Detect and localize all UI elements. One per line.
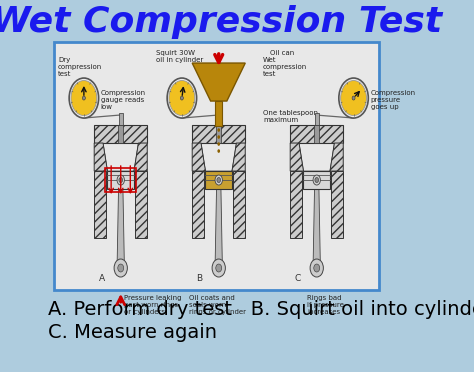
Text: Compression
gauge reads
low: Compression gauge reads low: [101, 90, 146, 110]
Text: A. Perform dry test   B. Squirt oil into cylinder: A. Perform dry test B. Squirt oil into c…: [48, 300, 474, 319]
Text: Dry
compression
test: Dry compression test: [58, 57, 102, 77]
Circle shape: [339, 78, 368, 118]
Polygon shape: [192, 63, 245, 101]
Circle shape: [218, 128, 220, 132]
Circle shape: [310, 259, 323, 277]
Bar: [192, 125, 245, 143]
Circle shape: [69, 78, 99, 118]
Polygon shape: [117, 189, 124, 268]
Bar: [118, 113, 123, 125]
Polygon shape: [290, 143, 303, 171]
Text: B: B: [197, 274, 203, 283]
Text: Compression
pressure
goes up: Compression pressure goes up: [371, 90, 416, 110]
Text: Rings bad
if pressure
increases: Rings bad if pressure increases: [307, 295, 344, 315]
Circle shape: [217, 177, 220, 183]
Circle shape: [218, 149, 220, 153]
Bar: [216, 125, 221, 143]
Polygon shape: [330, 143, 343, 171]
Polygon shape: [201, 143, 237, 171]
Bar: [290, 125, 343, 143]
Polygon shape: [232, 143, 245, 171]
Text: Wet Compression Test: Wet Compression Test: [0, 5, 442, 39]
Bar: [315, 113, 319, 125]
Bar: [94, 171, 106, 238]
Bar: [314, 125, 319, 143]
Circle shape: [82, 96, 85, 100]
Polygon shape: [215, 189, 222, 268]
Polygon shape: [192, 143, 205, 171]
Circle shape: [315, 177, 319, 183]
Circle shape: [313, 175, 320, 185]
Bar: [94, 125, 147, 143]
Bar: [217, 113, 221, 125]
Polygon shape: [313, 189, 320, 268]
Circle shape: [352, 96, 355, 100]
Bar: [54, 42, 379, 290]
Text: Wet
compression
test: Wet compression test: [263, 57, 307, 77]
Circle shape: [119, 177, 123, 183]
Polygon shape: [103, 143, 138, 171]
Polygon shape: [299, 143, 335, 171]
Text: C: C: [295, 274, 301, 283]
Bar: [290, 171, 302, 238]
Circle shape: [341, 81, 366, 116]
Bar: [331, 171, 343, 238]
Bar: [105, 168, 136, 192]
Text: Oil coats and
seals worn
rings or cylinder: Oil coats and seals worn rings or cylind…: [189, 295, 246, 315]
Bar: [215, 101, 222, 126]
Circle shape: [181, 96, 183, 100]
Circle shape: [71, 81, 97, 116]
Circle shape: [314, 264, 319, 272]
Circle shape: [169, 81, 195, 116]
Text: Oil can: Oil can: [270, 50, 294, 56]
Circle shape: [216, 264, 222, 272]
Bar: [234, 171, 245, 238]
Text: C. Measure again: C. Measure again: [48, 323, 217, 342]
Circle shape: [114, 259, 128, 277]
Circle shape: [215, 175, 222, 185]
Bar: [192, 171, 204, 238]
Bar: [118, 125, 123, 143]
Polygon shape: [94, 143, 108, 171]
Polygon shape: [134, 143, 147, 171]
Text: A: A: [99, 274, 105, 283]
Circle shape: [212, 259, 225, 277]
Bar: [108, 171, 134, 189]
Circle shape: [218, 142, 220, 146]
Circle shape: [118, 264, 124, 272]
Circle shape: [117, 175, 124, 185]
Circle shape: [218, 135, 220, 139]
Text: Squirt 30W
oil in cylinder: Squirt 30W oil in cylinder: [156, 50, 203, 63]
Circle shape: [167, 78, 197, 118]
Text: One tablespoon
maximum: One tablespoon maximum: [263, 110, 318, 123]
Bar: [136, 171, 147, 238]
Bar: [205, 171, 232, 189]
Text: Pressure leaking
past worn rings
or cylinders: Pressure leaking past worn rings or cyli…: [124, 295, 182, 315]
Bar: [303, 171, 330, 189]
